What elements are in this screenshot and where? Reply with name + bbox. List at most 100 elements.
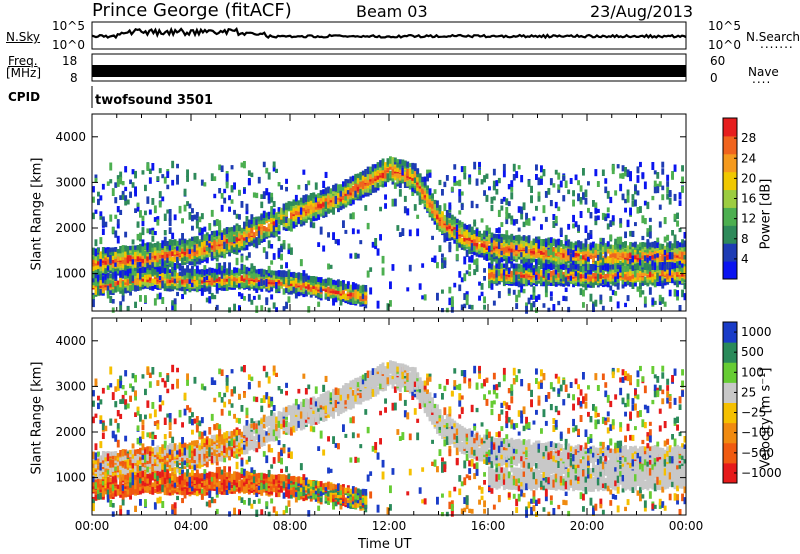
power-cell	[129, 255, 132, 262]
power-cell	[374, 164, 378, 169]
power-cell	[634, 241, 637, 248]
power-cell	[453, 239, 457, 244]
power-cell	[238, 283, 241, 288]
power-cell	[619, 240, 623, 249]
power-cell	[260, 226, 264, 233]
power-cell	[109, 262, 113, 271]
power-cell	[181, 233, 184, 241]
power-cell	[235, 234, 239, 242]
power-cell	[101, 282, 105, 289]
power-cell	[240, 269, 244, 275]
power-cell	[287, 249, 291, 255]
power-cell	[510, 263, 514, 269]
power-cell	[176, 240, 179, 248]
power-cell	[495, 245, 499, 252]
power-cell	[210, 273, 214, 278]
power-cell	[270, 270, 274, 276]
power-cell	[168, 247, 172, 256]
power-cell	[238, 237, 241, 246]
power-cell	[609, 285, 613, 291]
power-cell	[309, 207, 313, 215]
power-cell	[148, 209, 152, 215]
power-cell	[285, 186, 288, 192]
power-cell	[193, 256, 197, 264]
power-cell	[673, 164, 677, 172]
power-cell	[371, 185, 375, 193]
power-cell	[191, 268, 194, 276]
power-cell	[431, 193, 434, 199]
power-cell	[609, 220, 613, 227]
power-cell	[661, 297, 665, 304]
power-cell	[280, 270, 283, 277]
power-cell	[384, 162, 387, 168]
power-cell	[483, 230, 486, 237]
power-cell	[277, 224, 281, 232]
power-cell	[111, 286, 115, 294]
power-cell	[658, 181, 662, 187]
power-cell	[450, 300, 454, 307]
power-cell	[250, 267, 254, 272]
power-cell	[463, 235, 467, 242]
power-cell	[173, 263, 177, 270]
power-cell	[601, 279, 605, 284]
power-cell	[205, 240, 209, 246]
power-cell	[572, 250, 575, 258]
power-cell	[468, 236, 472, 241]
power-cell	[634, 199, 637, 207]
power-cell	[592, 264, 595, 269]
power-cell	[468, 247, 472, 255]
power-cell	[611, 289, 615, 296]
power-cell	[317, 301, 321, 307]
power-cell	[515, 238, 519, 246]
power-cell	[441, 211, 444, 217]
power-cell	[554, 169, 558, 175]
power-cell	[535, 295, 538, 302]
power-cell	[220, 204, 224, 212]
power-cell	[609, 244, 613, 249]
power-cell	[653, 279, 657, 288]
power-cell	[240, 281, 244, 287]
power-cell	[106, 181, 110, 186]
power-cell	[661, 262, 665, 270]
power-cell	[634, 270, 637, 278]
power-cell	[594, 215, 598, 221]
power-cell	[653, 249, 657, 257]
power-cell	[171, 232, 175, 240]
power-cell	[537, 191, 541, 200]
power-cell	[559, 277, 563, 282]
power-cell	[636, 262, 640, 271]
power-cell	[176, 291, 179, 297]
power-cell	[277, 207, 281, 212]
power-cell	[557, 206, 561, 212]
power-cell	[136, 283, 140, 291]
power-cell	[97, 198, 100, 206]
power-cell	[203, 276, 207, 282]
power-cell	[210, 292, 214, 300]
power-cell	[270, 260, 274, 265]
power-cell	[215, 257, 219, 262]
power-cell	[663, 277, 667, 284]
power-cell	[134, 170, 137, 179]
power-cell	[282, 288, 286, 295]
power-cell	[356, 173, 360, 179]
power-cell	[203, 267, 207, 276]
power-cell	[337, 288, 340, 295]
power-cell	[401, 167, 405, 176]
power-cell	[567, 189, 571, 195]
power-cell	[574, 221, 578, 228]
power-cell	[245, 237, 249, 243]
power-cell	[398, 232, 402, 237]
power-cell	[250, 235, 254, 241]
power-cell	[225, 173, 229, 181]
power-cell	[666, 181, 670, 187]
power-cell	[245, 243, 249, 251]
power-cell	[215, 219, 219, 226]
power-cell	[569, 263, 573, 272]
power-cell	[186, 240, 189, 245]
power-cell	[614, 257, 618, 265]
power-cell	[181, 265, 184, 270]
power-cell	[371, 170, 375, 178]
power-cell	[161, 265, 165, 273]
power-cell	[587, 207, 590, 213]
power-cell	[465, 225, 469, 230]
